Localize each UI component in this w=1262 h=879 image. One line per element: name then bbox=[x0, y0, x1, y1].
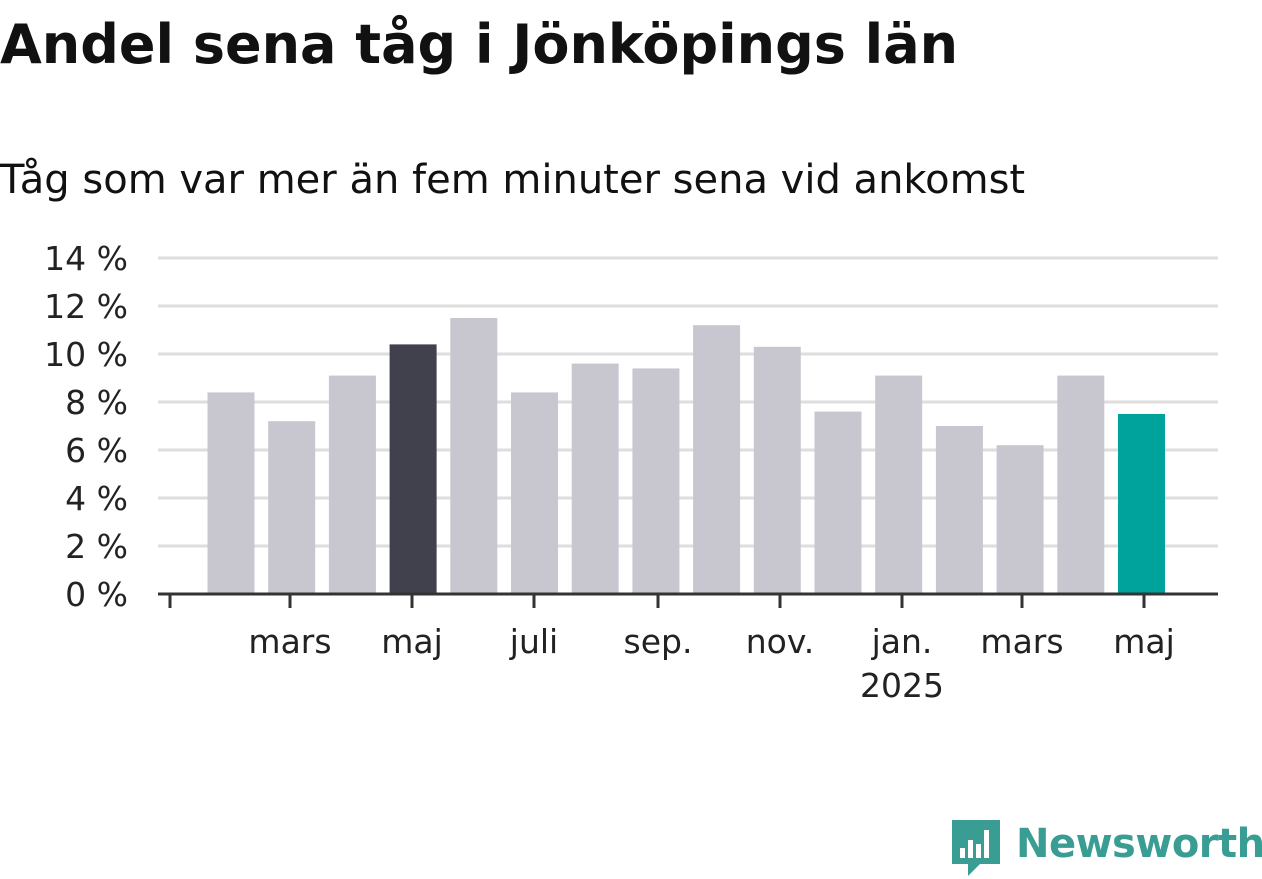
y-tick-label: 8 % bbox=[65, 383, 128, 422]
x-tick-sublabel: 2025 bbox=[860, 666, 944, 705]
y-tick-label: 14 % bbox=[44, 239, 128, 278]
bar bbox=[450, 318, 498, 594]
x-tick-label: jan. bbox=[871, 622, 933, 661]
bar bbox=[935, 426, 983, 594]
bar bbox=[753, 346, 801, 594]
y-tick-label: 6 % bbox=[65, 431, 128, 470]
newsworthy-logo: Newsworthy bbox=[950, 818, 1262, 878]
bar bbox=[571, 363, 619, 594]
x-tick-label: maj bbox=[1113, 622, 1175, 661]
bar-chart: 0 % 2 % 4 % 6 % 8 % 10 % 12 % 14 % mars maj juli s… bbox=[44, 239, 1218, 705]
bar bbox=[389, 344, 437, 594]
x-tick-label: sep. bbox=[624, 622, 693, 661]
bar bbox=[814, 411, 862, 594]
y-tick-label: 12 % bbox=[44, 287, 128, 326]
y-tick-label: 10 % bbox=[44, 335, 128, 374]
x-axis bbox=[158, 592, 1218, 608]
bar bbox=[1057, 375, 1105, 594]
y-tick-label: 2 % bbox=[65, 527, 128, 566]
x-tick-label: juli bbox=[509, 622, 558, 661]
bar bbox=[875, 375, 923, 594]
newsworthy-logo-icon bbox=[952, 820, 1000, 876]
bar bbox=[632, 368, 680, 594]
bar bbox=[207, 392, 255, 594]
x-tick-label: nov. bbox=[746, 622, 815, 661]
chart-title: Andel sena tåg i Jönköpings län bbox=[0, 13, 959, 76]
y-tick-label: 4 % bbox=[65, 479, 128, 518]
y-tick-label: 0 % bbox=[65, 575, 128, 614]
bar bbox=[328, 375, 376, 594]
bar bbox=[268, 421, 316, 594]
bar bbox=[693, 325, 741, 594]
x-tick-label: mars bbox=[980, 622, 1063, 661]
bar bbox=[1118, 414, 1165, 594]
y-axis-labels: 0 % 2 % 4 % 6 % 8 % 10 % 12 % 14 % bbox=[44, 239, 128, 614]
x-tick-label: mars bbox=[248, 622, 331, 661]
x-tick-label: maj bbox=[381, 622, 443, 661]
chart-subtitle: Tåg som var mer än fem minuter sena vid … bbox=[0, 157, 1026, 203]
bar bbox=[996, 445, 1044, 594]
bars bbox=[207, 318, 1165, 594]
x-axis-labels: mars maj juli sep. nov. jan. 2025 mars maj bbox=[248, 622, 1174, 705]
bar bbox=[511, 392, 558, 594]
newsworthy-wordmark: Newsworthy bbox=[1016, 821, 1262, 867]
